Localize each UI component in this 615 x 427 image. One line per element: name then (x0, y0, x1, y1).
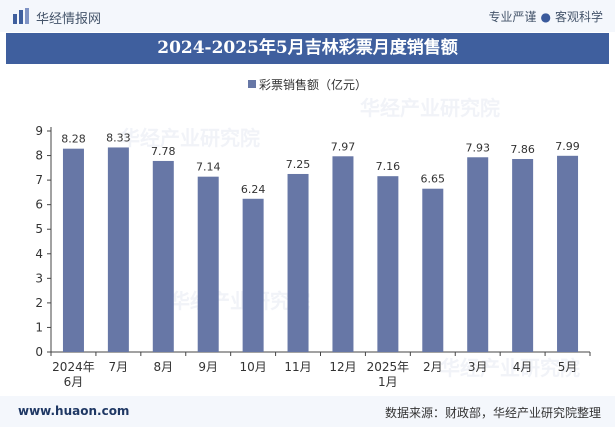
data-label: 6.65 (421, 173, 446, 186)
legend-label: 彩票销售额（亿元） (258, 78, 367, 92)
bar (107, 147, 129, 352)
bar (512, 158, 534, 352)
footer-bar: www.huaon.com 数据来源：财政部，华经产业研究院整理 (0, 396, 615, 427)
bar (422, 188, 444, 352)
x-tick-label: 11月 (284, 360, 311, 374)
y-tick-label: 5 (35, 222, 43, 236)
title-band: 2024-2025年5月吉林彩票月度销售额 (6, 33, 609, 64)
tagline-right: 客观科学 (554, 10, 603, 24)
y-tick-label: 1 (35, 320, 43, 334)
tagline-separator: ● (540, 10, 551, 24)
chart-legend: 彩票销售额（亿元） (0, 76, 615, 93)
x-tick-label: 10月 (239, 360, 266, 374)
y-tick-label: 4 (35, 247, 43, 261)
data-label: 7.14 (196, 161, 221, 174)
data-label: 7.97 (331, 140, 356, 153)
x-tick-label: 2月 (423, 360, 443, 374)
data-label: 7.93 (465, 141, 490, 154)
data-label: 7.25 (286, 158, 311, 171)
data-label: 7.86 (510, 143, 535, 156)
x-tick-label: 2024年 6月 (52, 360, 95, 389)
data-label: 7.16 (376, 160, 401, 173)
data-label: 6.24 (241, 183, 266, 196)
tagline: 专业严谨 ● 客观科学 (488, 8, 603, 25)
y-tick-label: 0 (35, 345, 43, 359)
x-tick-label: 4月 (513, 360, 533, 374)
x-tick-label: 3月 (468, 360, 488, 374)
bar (332, 156, 354, 352)
site-url[interactable]: www.huaon.com (18, 404, 130, 418)
legend-swatch (247, 80, 256, 88)
data-source: 数据来源：财政部，华经产业研究院整理 (384, 406, 601, 420)
bar (62, 148, 84, 352)
bar (377, 176, 399, 352)
y-tick-label: 6 (35, 198, 43, 212)
data-label: 8.28 (61, 133, 86, 146)
bar (287, 173, 309, 352)
y-tick-label: 7 (35, 173, 43, 187)
y-tick-label: 2 (35, 296, 43, 310)
y-tick-label: 3 (35, 271, 43, 285)
y-tick-label: 8 (35, 149, 43, 163)
bar (557, 155, 579, 352)
x-tick-label: 2025年 1月 (367, 360, 410, 389)
bar-chart-logo-icon (13, 8, 29, 24)
tagline-left: 专业严谨 (488, 10, 537, 24)
x-tick-label: 7月 (109, 360, 129, 374)
y-tick-label: 9 (35, 124, 43, 138)
header-bar: 华经情报网 专业严谨 ● 客观科学 (0, 0, 615, 32)
x-tick-label: 12月 (329, 360, 356, 374)
data-label: 7.78 (151, 145, 176, 158)
bar (467, 157, 489, 352)
x-tick-label: 9月 (198, 360, 218, 374)
bar (197, 176, 219, 352)
x-tick-label: 5月 (558, 360, 578, 374)
bar (242, 198, 264, 352)
bar (152, 160, 174, 352)
x-tick-label: 8月 (153, 360, 173, 374)
data-label: 8.33 (106, 131, 131, 144)
brand-name: 华经情报网 (36, 12, 102, 27)
chart-title: 2024-2025年5月吉林彩票月度销售额 (157, 38, 458, 58)
data-label: 7.99 (555, 140, 580, 153)
